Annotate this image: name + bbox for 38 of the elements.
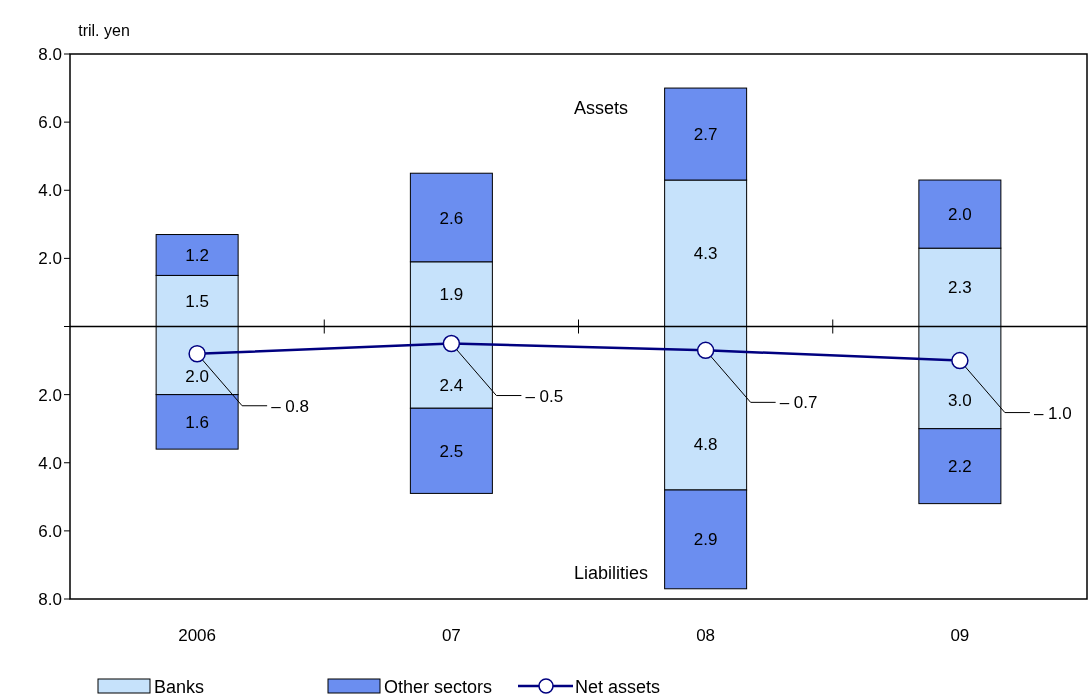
data-label: 2.4 [439,376,464,396]
x-tick-label: 07 [441,626,461,645]
data-label: 2.7 [693,125,718,145]
data-label: 2.9 [693,530,718,550]
data-label: 2.3 [948,278,972,298]
data-label: 3.0 [948,391,972,411]
data-label: 1.6 [185,412,209,432]
data-label: – 0.5 [525,386,564,406]
data-label: 1.9 [439,285,464,305]
data-label: 2.5 [439,441,464,461]
data-label: – 0.7 [779,393,818,413]
point [696,341,715,360]
legend-label: Net assets [575,677,661,697]
data-label: 2.0 [185,366,209,386]
data-label: 2.0 [948,205,972,225]
data-label: 1.2 [185,245,209,265]
text: tril. yen [78,22,130,39]
point [188,345,206,363]
x-tick-label: 2006 [178,626,217,645]
x-tick-label: 09 [950,626,970,645]
y-tick-label: 2.0 [38,249,62,269]
x-tick-label: 08 [696,626,716,645]
legend-label: Other sectors [384,677,493,697]
data-label: 2.2 [948,457,972,477]
data-label: – 0.8 [271,396,309,416]
data-label: 2.6 [439,208,464,228]
annotation: Liabilities [573,563,649,583]
annotation: Assets [573,98,629,118]
y-tick-label: 8.0 [38,45,62,64]
data-label: – 1.0 [1033,403,1072,423]
y-tick-label: 6.0 [38,113,62,133]
data-label: 4.8 [693,435,718,455]
data-label: 4.3 [693,244,718,264]
legend-label: Banks [154,677,205,697]
y-tick-label: 4.0 [38,181,62,201]
data-label: 1.5 [185,291,209,311]
point [442,334,461,353]
point [951,351,969,370]
